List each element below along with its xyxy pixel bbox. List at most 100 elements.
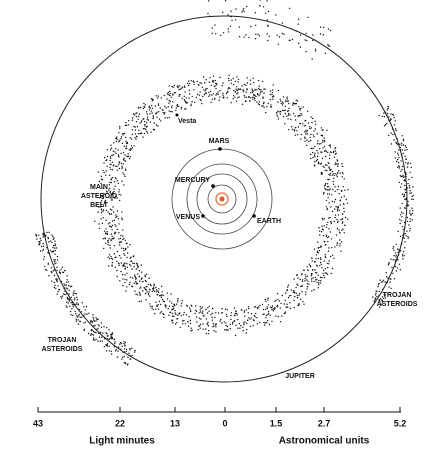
asteroid	[149, 303, 151, 305]
asteroid	[294, 119, 297, 121]
asteroid	[267, 312, 270, 314]
asteroid	[208, 333, 210, 335]
asteroid	[250, 313, 253, 315]
asteroid	[269, 98, 271, 101]
asteroid	[43, 258, 45, 260]
asteroid	[152, 115, 154, 117]
asteroid	[144, 120, 146, 123]
asteroid	[103, 326, 105, 328]
asteroid	[152, 117, 154, 120]
asteroid	[109, 208, 112, 210]
asteroid	[384, 124, 387, 126]
asteroid	[144, 274, 146, 276]
asteroid	[390, 278, 392, 280]
asteroid	[266, 106, 268, 108]
asteroid	[263, 106, 265, 109]
asteroid	[155, 95, 157, 97]
asteroid	[104, 232, 107, 234]
asteroid	[412, 210, 414, 212]
asteroid	[58, 271, 61, 274]
asteroid	[220, 34, 222, 37]
asteroid	[136, 294, 139, 296]
asteroid	[56, 269, 58, 272]
asteroid	[343, 178, 345, 180]
asteroid	[123, 249, 125, 252]
asteroid	[337, 205, 339, 208]
asteroid	[242, 9, 244, 11]
asteroid	[109, 159, 111, 162]
asteroid	[323, 225, 325, 227]
asteroid	[281, 294, 283, 297]
asteroid	[46, 269, 48, 272]
asteroid	[337, 189, 339, 191]
asteroid	[102, 210, 104, 212]
asteroid	[214, 79, 216, 82]
asteroid	[386, 122, 388, 125]
asteroid	[327, 43, 329, 46]
asteroid	[100, 201, 102, 204]
asteroid	[54, 240, 56, 242]
asteroid	[142, 280, 144, 283]
asteroid	[305, 294, 307, 296]
asteroid	[406, 216, 409, 219]
asteroid	[399, 175, 402, 177]
asteroid	[106, 333, 108, 335]
asteroid	[193, 81, 195, 84]
label: TROJAN	[48, 337, 77, 344]
asteroid	[298, 106, 300, 108]
asteroid	[146, 291, 148, 293]
asteroid	[141, 132, 143, 134]
asteroid	[78, 315, 80, 317]
asteroid	[132, 262, 134, 264]
asteroid	[110, 213, 113, 215]
asteroid	[253, 314, 255, 317]
asteroid	[258, 104, 261, 106]
asteroids	[35, 0, 414, 366]
asteroid	[412, 198, 414, 200]
asteroid	[325, 188, 327, 191]
asteroid	[118, 189, 120, 191]
asteroid	[291, 128, 293, 131]
asteroid	[237, 88, 240, 90]
asteroid	[157, 97, 159, 99]
asteroid	[166, 93, 169, 95]
asteroid	[271, 320, 273, 322]
asteroid	[322, 141, 324, 143]
asteroid	[122, 152, 125, 154]
asteroid	[327, 45, 330, 47]
asteroid	[145, 299, 147, 301]
asteroid	[116, 180, 119, 182]
asteroid	[380, 281, 382, 283]
asteroid	[409, 171, 411, 174]
asteroid	[329, 188, 332, 190]
asteroid	[402, 258, 404, 260]
asteroid	[77, 319, 79, 321]
asteroid	[55, 287, 57, 290]
asteroid	[134, 275, 136, 278]
asteroid	[131, 119, 134, 121]
asteroid	[331, 170, 334, 173]
asteroid	[229, 25, 232, 27]
asteroid	[183, 319, 185, 322]
asteroid	[336, 210, 339, 212]
asteroid	[118, 132, 120, 134]
asteroid	[101, 336, 103, 338]
asteroid	[132, 113, 135, 115]
asteroid	[319, 230, 321, 232]
asteroid	[76, 302, 78, 304]
asteroid	[326, 189, 328, 191]
asteroid	[344, 189, 346, 191]
asteroid	[124, 278, 126, 281]
asteroid	[122, 265, 124, 267]
asteroid	[320, 26, 322, 28]
asteroid	[319, 282, 322, 284]
asteroid	[307, 110, 309, 113]
asteroid	[186, 305, 188, 307]
asteroid	[180, 305, 182, 307]
asteroid	[393, 124, 396, 126]
asteroid	[340, 218, 342, 221]
asteroid	[66, 306, 68, 308]
asteroid	[341, 229, 343, 231]
asteroid	[323, 191, 325, 194]
asteroid	[238, 96, 240, 98]
